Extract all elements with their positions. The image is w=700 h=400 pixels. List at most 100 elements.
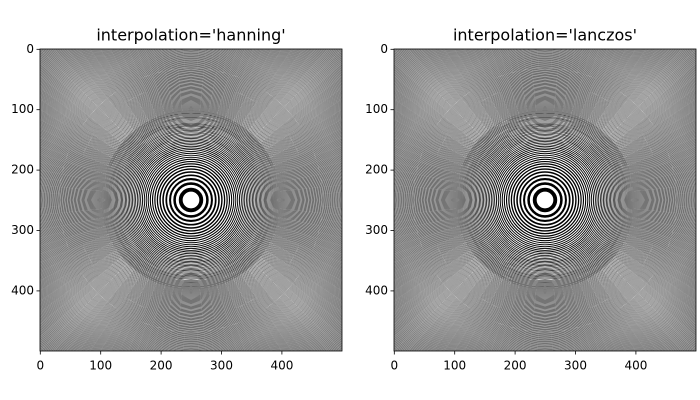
y-tick-label: 200 — [11, 163, 34, 177]
ring — [74, 83, 308, 317]
ring — [46, 55, 336, 345]
ring — [422, 77, 668, 323]
ring — [61, 70, 321, 330]
ring — [513, 168, 577, 232]
ring — [477, 132, 613, 268]
ring — [98, 107, 284, 293]
axes-frame — [393, 48, 697, 352]
x-tick-label: 400 — [624, 359, 647, 373]
ring — [75, 84, 307, 316]
ring — [417, 72, 673, 328]
image — [40, 49, 342, 351]
ring — [441, 96, 649, 304]
ring — [48, 57, 334, 343]
ring — [145, 154, 237, 246]
ring — [423, 78, 667, 322]
ring — [396, 51, 694, 349]
ring — [510, 165, 580, 235]
image-background — [394, 49, 696, 351]
y-tick-label: 300 — [11, 223, 34, 237]
ring — [101, 110, 281, 290]
ring — [505, 160, 585, 240]
y-tick-label: 300 — [365, 223, 388, 237]
ring — [70, 79, 312, 321]
ring — [424, 79, 666, 321]
ring — [429, 84, 661, 316]
ring — [80, 89, 302, 311]
ring — [446, 101, 644, 299]
ring — [413, 68, 677, 332]
ring — [50, 59, 332, 341]
ring — [404, 59, 686, 341]
ring — [397, 52, 693, 348]
ring — [86, 95, 296, 305]
ring — [126, 135, 256, 265]
ring — [480, 135, 610, 265]
ring — [399, 54, 691, 346]
ring — [96, 105, 286, 295]
ring — [401, 56, 689, 344]
ring — [103, 112, 279, 288]
ring — [404, 59, 686, 341]
ring — [440, 95, 650, 305]
ring — [119, 128, 263, 272]
ring — [140, 149, 242, 251]
ring — [418, 73, 672, 327]
ring — [47, 56, 335, 344]
x-tick-label: 100 — [443, 359, 466, 373]
ring — [76, 85, 306, 315]
image-background — [40, 49, 342, 351]
ring — [412, 67, 678, 333]
ring — [455, 110, 635, 290]
x-tick-label: 300 — [210, 359, 233, 373]
y-tick-label: 400 — [365, 283, 388, 297]
ring — [45, 54, 337, 346]
ring — [117, 126, 265, 274]
ring — [67, 76, 315, 324]
ring — [435, 90, 655, 310]
x-tick-label: 300 — [564, 359, 587, 373]
ring — [165, 174, 217, 226]
image — [394, 49, 696, 351]
ring — [68, 77, 314, 323]
ring — [129, 138, 253, 262]
ring — [394, 49, 696, 351]
ring — [492, 147, 598, 253]
ring — [102, 111, 280, 289]
ring — [414, 69, 676, 331]
x-tick-label: 200 — [150, 359, 173, 373]
ring — [462, 117, 628, 283]
ring — [410, 65, 680, 335]
ring — [109, 118, 273, 282]
ring — [471, 126, 619, 274]
ring — [116, 125, 266, 275]
axes: 0 100 200 300 400 0 100 200 300 400 interpolation=… — [365, 26, 697, 373]
ring — [54, 63, 328, 337]
ring — [169, 178, 213, 222]
chart-title: interpolation='hanning' — [96, 26, 285, 45]
ring — [399, 54, 691, 346]
ring — [112, 121, 270, 279]
ring — [407, 62, 683, 338]
ring — [519, 174, 571, 226]
x-tick-label: 200 — [504, 359, 527, 373]
ring — [104, 113, 278, 287]
ring — [44, 53, 338, 347]
ring — [45, 54, 337, 346]
ring — [107, 116, 275, 284]
ring — [425, 80, 665, 320]
ring — [83, 92, 299, 308]
ring — [395, 50, 695, 350]
ring — [78, 87, 304, 313]
ring — [113, 122, 269, 278]
ring — [89, 98, 293, 302]
ring — [402, 57, 688, 343]
ring — [456, 111, 634, 289]
ring — [421, 76, 669, 324]
ring — [408, 63, 682, 337]
ring — [92, 101, 290, 299]
ring — [130, 139, 252, 261]
ring — [499, 154, 591, 246]
ring — [402, 57, 688, 343]
ring — [40, 49, 342, 351]
